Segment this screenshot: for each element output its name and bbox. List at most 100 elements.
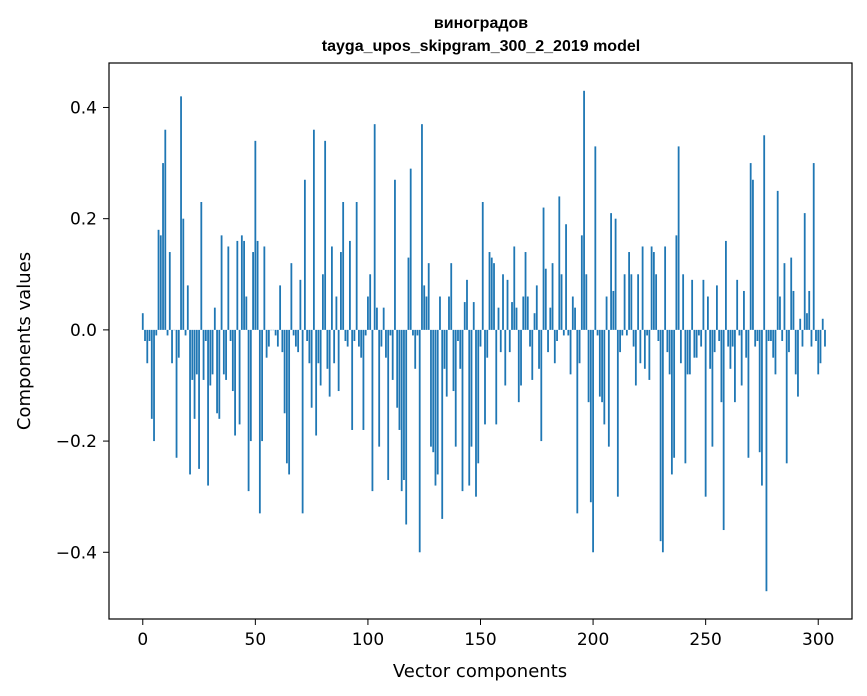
bar-90 [344, 329, 347, 341]
bar-98 [362, 329, 365, 430]
bar-11 [166, 329, 169, 336]
bar-217 [630, 274, 633, 330]
bar-262 [731, 329, 734, 347]
bar-232 [664, 246, 667, 330]
bar-8 [159, 235, 162, 330]
bar-131 [436, 329, 439, 475]
bar-293 [801, 329, 804, 347]
bar-84 [331, 246, 333, 330]
bar-252 [709, 329, 712, 369]
bar-5 [153, 329, 155, 442]
bar-253 [711, 329, 714, 447]
bar-1 [144, 329, 146, 341]
bar-190 [569, 329, 572, 375]
bar-53 [261, 329, 263, 442]
bar-276 [763, 135, 766, 330]
bar-208 [610, 213, 612, 330]
bar-173 [531, 329, 534, 380]
bar-220 [637, 274, 640, 330]
bar-229 [657, 329, 660, 341]
bar-126 [425, 296, 428, 330]
bar-214 [623, 274, 626, 330]
x-tick-label: 200 [577, 630, 609, 650]
bar-286 [785, 329, 788, 464]
bar-206 [605, 296, 608, 330]
bar-135 [445, 329, 448, 397]
bar-151 [481, 202, 484, 330]
bar-297 [810, 329, 813, 347]
bar-19 [184, 329, 187, 336]
bar-45 [243, 240, 245, 330]
bar-291 [797, 329, 799, 397]
bar-20 [186, 285, 189, 330]
bar-215 [625, 329, 628, 336]
bar-180 [547, 329, 549, 353]
bar-68 [294, 329, 297, 347]
bar-234 [668, 329, 671, 375]
bar-130 [434, 329, 437, 486]
bar-158 [497, 307, 500, 330]
bar-212 [619, 329, 621, 353]
y-tick-label: 0.2 [70, 210, 97, 230]
bar-69 [297, 329, 300, 353]
bar-115 [400, 329, 403, 492]
bar-73 [306, 329, 309, 341]
bar-119 [409, 168, 412, 330]
bar-233 [666, 329, 669, 353]
bar-260 [727, 329, 730, 347]
bar-104 [376, 307, 378, 330]
bar-31 [211, 329, 214, 375]
bar-154 [488, 252, 491, 330]
bar-175 [535, 285, 538, 330]
bar-246 [695, 329, 698, 358]
bar-165 [513, 246, 516, 330]
bar-76 [312, 129, 315, 330]
bar-183 [553, 329, 556, 364]
bar-40 [231, 329, 234, 392]
bar-267 [743, 290, 745, 330]
bar-37 [225, 329, 227, 380]
bar-141 [459, 329, 462, 369]
bar-79 [319, 329, 322, 386]
bar-123 [418, 329, 421, 553]
bar-121 [414, 329, 417, 369]
bar-179 [544, 268, 547, 330]
bar-39 [229, 329, 232, 341]
bar-50 [254, 140, 257, 330]
x-axis-label: Vector components [393, 661, 567, 682]
bar-300 [817, 329, 820, 375]
bar-295 [806, 313, 808, 330]
x-tick-label: 150 [464, 630, 496, 650]
bar-195 [580, 235, 583, 330]
bar-189 [567, 329, 570, 336]
bar-303 [824, 329, 826, 347]
bar-159 [499, 329, 502, 353]
bar-264 [736, 279, 739, 330]
bar-12 [168, 252, 171, 330]
bar-181 [549, 307, 552, 330]
bar-200 [592, 329, 594, 553]
bar-46 [245, 296, 248, 330]
bar-272 [754, 329, 757, 347]
bar-99 [364, 329, 367, 336]
bar-247 [698, 329, 700, 336]
bar-144 [466, 279, 468, 330]
bar-235 [670, 329, 673, 475]
bar-283 [779, 296, 781, 330]
bar-221 [639, 329, 642, 364]
bar-133 [441, 329, 444, 519]
bar-125 [423, 285, 426, 330]
bar-192 [574, 307, 576, 330]
bar-81 [324, 140, 327, 330]
bar-55 [265, 329, 268, 358]
bar-78 [317, 329, 320, 364]
bar-231 [661, 329, 664, 553]
bar-25 [198, 329, 200, 469]
bar-185 [558, 196, 561, 330]
bar-256 [718, 329, 721, 341]
bar-117 [405, 329, 408, 525]
bar-86 [335, 296, 338, 330]
bar-279 [770, 329, 772, 341]
bar-242 [686, 329, 689, 375]
x-axis-ticks: 0 50 100 150 200 250 300 [137, 619, 834, 650]
